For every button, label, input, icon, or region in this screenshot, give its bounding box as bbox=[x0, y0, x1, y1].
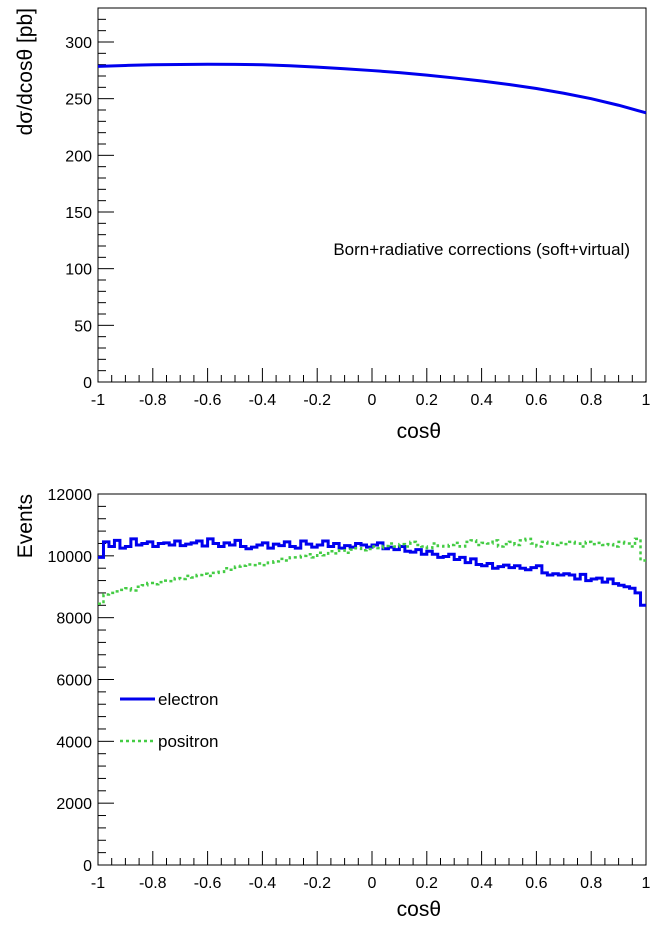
x-tick-label: 0.6 bbox=[525, 392, 547, 409]
legend-label-positron: positron bbox=[158, 732, 218, 751]
series-layer bbox=[97, 62, 647, 115]
y-tick-label: 0 bbox=[83, 858, 92, 875]
x-tick-label: -0.2 bbox=[303, 392, 331, 409]
y-tick-label: 50 bbox=[74, 318, 92, 335]
x-tick-label: 0.6 bbox=[525, 875, 547, 892]
x-tick-label: -0.4 bbox=[249, 392, 277, 409]
series-layer bbox=[98, 537, 646, 607]
x-tick-label: -0.8 bbox=[139, 875, 167, 892]
legend-label-electron: electron bbox=[158, 690, 218, 709]
x-tick-label: -1 bbox=[91, 875, 105, 892]
y-tick-label: 250 bbox=[65, 92, 92, 109]
series-line-electron bbox=[98, 537, 646, 607]
y-tick-label: 100 bbox=[65, 262, 92, 279]
series-line-positron bbox=[98, 537, 646, 605]
x-axis-ticks: -1 -0.8 -0.6 -0.4 -0.2 0 0.2 0.4 0.6 0.8 1 bbox=[91, 368, 651, 409]
x-tick-label: 0.2 bbox=[416, 875, 438, 892]
x-tick-label: 0.4 bbox=[470, 875, 492, 892]
y-axis-ticks: 0 2000 4000 6000 8000 10000 12000 bbox=[48, 487, 114, 875]
x-tick-label: 1 bbox=[642, 392, 651, 409]
x-tick-label: -0.8 bbox=[139, 392, 167, 409]
cross-section-plot: 0 50 100 150 200 250 300 -1 -0.8 -0.6 -0.4 -0.2 0 0.… bbox=[14, 7, 651, 443]
y-tick-label: 200 bbox=[65, 148, 92, 165]
y-tick-label: 8000 bbox=[56, 611, 92, 628]
y-tick-label: 6000 bbox=[56, 673, 92, 690]
x-tick-label: 0 bbox=[368, 875, 377, 892]
x-axis-label: cosθ bbox=[397, 420, 441, 443]
x-tick-label: 0 bbox=[368, 392, 377, 409]
plot-annotation: Born+radiative corrections (soft+virtual… bbox=[333, 240, 630, 259]
plot-frame bbox=[97, 493, 647, 866]
y-axis-label: dσ/dcosθ [pb] bbox=[14, 8, 37, 135]
x-axis-ticks: -1 -0.8 -0.6 -0.4 -0.2 0 0.2 0.4 0.6 0.8 1 bbox=[91, 851, 651, 892]
y-tick-label: 12000 bbox=[48, 487, 93, 504]
x-tick-label: 0.8 bbox=[580, 392, 602, 409]
y-axis-label: Events bbox=[14, 494, 37, 558]
x-tick-label: -0.6 bbox=[194, 875, 222, 892]
x-tick-label: -0.2 bbox=[303, 875, 331, 892]
y-tick-label: 10000 bbox=[48, 549, 93, 566]
x-tick-label: 0.2 bbox=[416, 392, 438, 409]
x-tick-label: 1 bbox=[642, 875, 651, 892]
y-tick-label: 150 bbox=[65, 205, 92, 222]
y-tick-label: 300 bbox=[65, 35, 92, 52]
x-tick-label: 0.8 bbox=[580, 875, 602, 892]
events-plot: 0 2000 4000 6000 8000 10000 12000 -1 -0.8 -0.6 -0… bbox=[14, 487, 651, 921]
x-tick-label: -0.6 bbox=[194, 392, 222, 409]
y-tick-label: 0 bbox=[83, 375, 92, 392]
y-tick-label: 2000 bbox=[56, 796, 92, 813]
x-tick-label: -1 bbox=[91, 392, 105, 409]
legend: electron positron bbox=[120, 690, 218, 751]
y-tick-label: 4000 bbox=[56, 734, 92, 751]
x-axis-label: cosθ bbox=[397, 898, 441, 920]
series-line-electron bbox=[97, 62, 647, 115]
x-tick-label: 0.4 bbox=[470, 392, 492, 409]
x-tick-label: -0.4 bbox=[249, 875, 277, 892]
